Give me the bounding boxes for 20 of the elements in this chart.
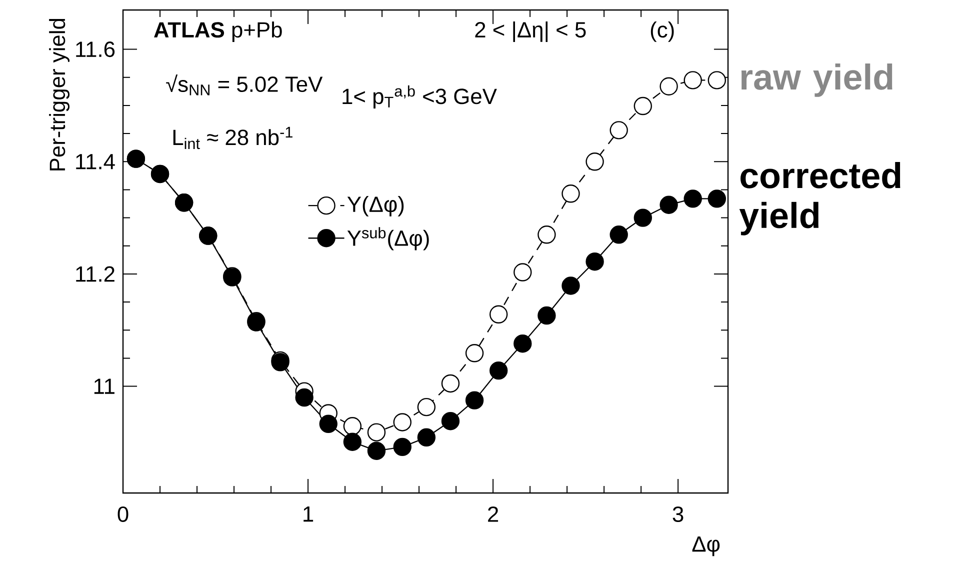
y-tick-label: 11.2 bbox=[76, 266, 114, 282]
annotation: 1< p$_{T}$$^{a,b}$ <3 GeV bbox=[342, 85, 497, 109]
x-tick-label: 2 bbox=[488, 506, 498, 522]
x-tick-label: 3 bbox=[672, 506, 684, 522]
legend-label: Y(Δφ) bbox=[347, 196, 404, 216]
x-axis-title: Δφ bbox=[692, 536, 720, 556]
annotation: ATLAS p+Pb bbox=[154, 22, 282, 42]
annotation: √s$_{NN}$ = 5.02 TeV bbox=[166, 74, 323, 96]
x-tick-label: 1 bbox=[304, 506, 314, 522]
annotation: raw yield bbox=[741, 63, 892, 97]
annotation: corrected yield bbox=[739, 162, 900, 236]
annotation: 2 < |Δη| < 5 bbox=[475, 21, 586, 42]
y-tick-label: 11.6 bbox=[76, 42, 115, 58]
annotation: (c) bbox=[650, 22, 674, 42]
y-axis-title: Per-trigger yield bbox=[49, 18, 70, 170]
annotation: L$_{int}$ ≈ 28 nb$^{-1}$ bbox=[173, 126, 292, 150]
x-tick-label: 0 bbox=[118, 506, 128, 522]
legend-label: Y$^{sub}$(Δφ) bbox=[347, 227, 429, 250]
y-tick-label: 11 bbox=[94, 378, 114, 394]
y-tick-label: 11.4 bbox=[76, 154, 115, 170]
